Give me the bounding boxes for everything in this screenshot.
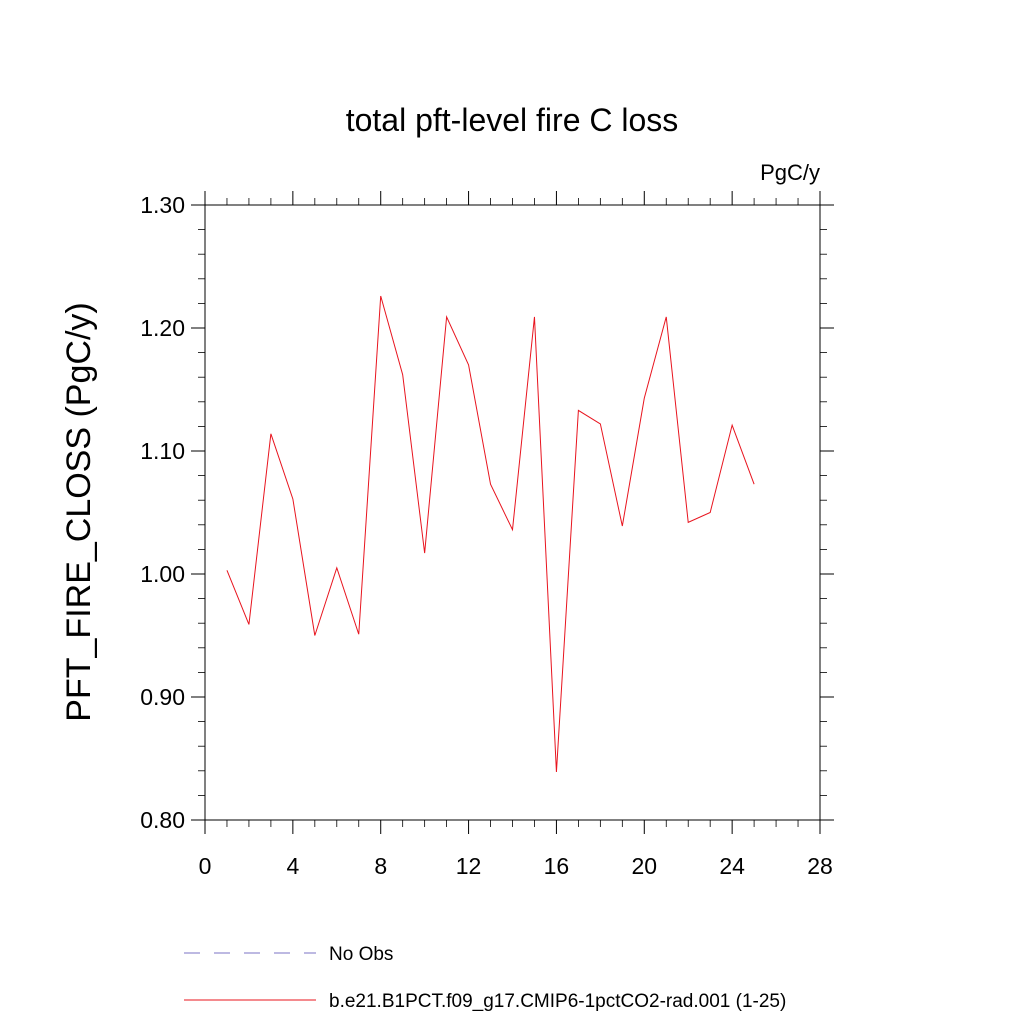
x-tick-label: 12 (456, 853, 482, 879)
units-label: PgC/y (760, 160, 820, 185)
x-tick-label: 24 (719, 853, 745, 879)
y-axis-label: PFT_FIRE_CLOSS (PgC/y) (60, 302, 98, 721)
y-tick-label: 0.90 (140, 684, 185, 710)
series-line (226, 295, 755, 773)
ticks: 0 4 8 12 16 20 24 28 0.80 0.90 1.00 1.10 1.20 1.30 (140, 191, 834, 879)
x-tick-label: 0 (199, 853, 212, 879)
series-group (226, 295, 755, 773)
legend-label: b.e21.B1PCT.f09_g17.CMIP6-1pctCO2-rad.00… (329, 991, 786, 1012)
y-tick-label: 1.10 (140, 438, 185, 464)
legend-label: No Obs (329, 944, 393, 965)
plot-frame (204, 204, 821, 821)
x-tick-label: 8 (374, 853, 387, 879)
y-tick-label: 1.00 (140, 561, 185, 587)
legend: No Obs b.e21.B1PCT.f09_g17.CMIP6-1pctCO2-… (184, 944, 786, 1012)
x-tick-label: 4 (286, 853, 299, 879)
chart-title: total pft-level fire C loss (346, 102, 679, 138)
x-tick-label: 28 (807, 853, 833, 879)
y-tick-label: 0.80 (140, 807, 185, 833)
x-tick-label: 16 (544, 853, 570, 879)
y-tick-label: 1.20 (140, 315, 185, 341)
axes (204, 204, 821, 821)
y-tick-label: 1.30 (140, 192, 185, 218)
x-tick-label: 20 (631, 853, 657, 879)
